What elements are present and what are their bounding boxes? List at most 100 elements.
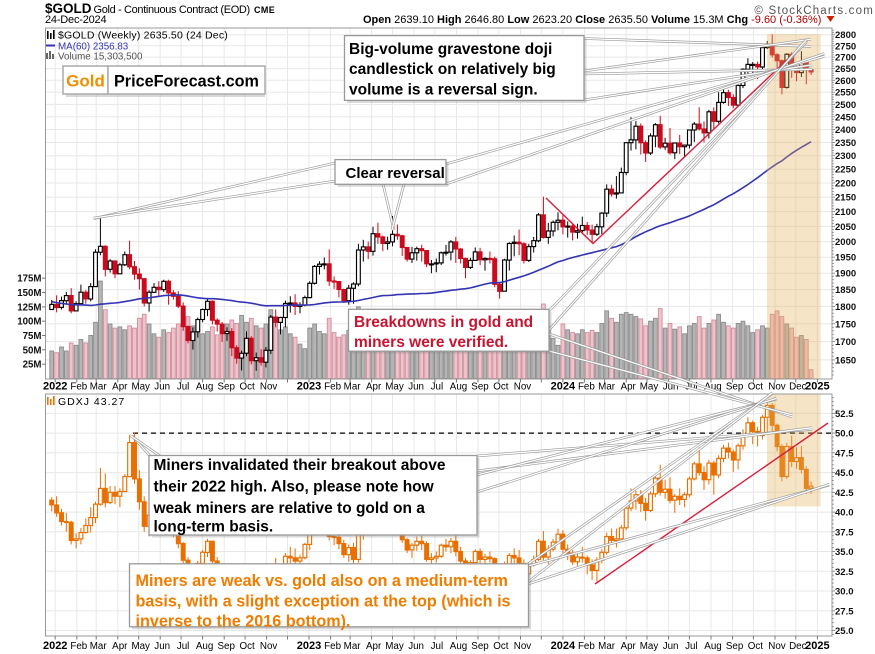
svg-text:Apr: Apr xyxy=(366,641,382,652)
svg-text:50.0: 50.0 xyxy=(835,429,854,440)
svg-text:25.0: 25.0 xyxy=(835,626,854,637)
svg-text:May: May xyxy=(640,641,659,652)
svg-text:35.0: 35.0 xyxy=(835,547,854,558)
svg-text:Jun: Jun xyxy=(154,641,170,652)
svg-text:52.5: 52.5 xyxy=(835,409,854,420)
svg-text:1900: 1900 xyxy=(835,269,856,280)
svg-text:Open 2639.10 High 2646.80 Low: Open 2639.10 High 2646.80 Low 2623.20 Cl… xyxy=(363,14,821,26)
svg-text:2300: 2300 xyxy=(835,151,856,162)
svg-text:Mar: Mar xyxy=(344,382,362,393)
svg-text:42.5: 42.5 xyxy=(835,488,854,499)
svg-text:May: May xyxy=(131,641,150,652)
svg-text:Aug: Aug xyxy=(196,641,213,652)
svg-text:1700: 1700 xyxy=(835,337,856,348)
svg-text:Nov: Nov xyxy=(514,382,532,393)
svg-text:Apr: Apr xyxy=(112,382,128,393)
svg-text:2350: 2350 xyxy=(835,138,856,149)
svg-text:Dec: Dec xyxy=(789,641,807,652)
svg-text:Aug: Aug xyxy=(704,641,721,652)
svg-text:2700: 2700 xyxy=(835,53,856,64)
svg-text:Aug: Aug xyxy=(704,382,721,393)
svg-text:Oct: Oct xyxy=(493,641,509,652)
svg-text:weak miners are relative to go: weak miners are relative to gold on a xyxy=(153,500,426,517)
svg-text:47.5: 47.5 xyxy=(835,448,854,459)
svg-text:Jul: Jul xyxy=(177,382,190,393)
svg-text:Jul: Jul xyxy=(431,641,444,652)
svg-text:Feb: Feb xyxy=(578,641,595,652)
svg-text:32.5: 32.5 xyxy=(835,567,854,578)
svg-text:2023: 2023 xyxy=(297,640,321,652)
svg-text:1850: 1850 xyxy=(835,285,856,296)
svg-text:1950: 1950 xyxy=(835,253,856,264)
svg-text:1800: 1800 xyxy=(835,302,856,313)
svg-text:Nov: Nov xyxy=(768,382,786,393)
svg-text:27.5: 27.5 xyxy=(835,606,854,617)
svg-text:volume is a reversal sign.: volume is a reversal sign. xyxy=(349,81,538,98)
svg-text:Jun: Jun xyxy=(663,641,679,652)
svg-text:Feb: Feb xyxy=(578,382,595,393)
svg-text:Jun: Jun xyxy=(663,382,679,393)
svg-text:2024: 2024 xyxy=(551,640,576,652)
svg-text:GDXJ 43.27: GDXJ 43.27 xyxy=(58,396,125,408)
svg-text:2000: 2000 xyxy=(835,237,856,248)
svg-text:Dec: Dec xyxy=(789,382,807,393)
svg-text:2650: 2650 xyxy=(835,64,856,75)
svg-text:2400: 2400 xyxy=(835,125,856,136)
svg-text:Jul: Jul xyxy=(685,382,698,393)
svg-text:Jul: Jul xyxy=(685,641,698,652)
svg-text:175M: 175M xyxy=(17,274,41,285)
svg-text:150M: 150M xyxy=(17,288,41,299)
svg-text:Volume 15,303,500: Volume 15,303,500 xyxy=(58,52,143,63)
svg-text:Gold - Continuous Contract (EO: Gold - Continuous Contract (EOD) xyxy=(94,4,250,16)
svg-text:Sep: Sep xyxy=(217,641,235,652)
svg-text:their 2022 high. Also, please: their 2022 high. Also, please note how xyxy=(154,479,435,496)
svg-text:37.5: 37.5 xyxy=(835,527,854,538)
svg-text:Nov: Nov xyxy=(768,641,786,652)
svg-text:Aug: Aug xyxy=(450,641,467,652)
svg-text:Nov: Nov xyxy=(260,382,278,393)
svg-text:Oct: Oct xyxy=(239,382,255,393)
svg-text:$GOLD: $GOLD xyxy=(45,1,92,16)
svg-text:Oct: Oct xyxy=(748,382,764,393)
svg-text:2025: 2025 xyxy=(805,640,829,652)
svg-text:Gold: Gold xyxy=(66,72,105,91)
svg-text:2023: 2023 xyxy=(297,381,321,393)
svg-text:Sep: Sep xyxy=(726,641,744,652)
svg-text:Feb: Feb xyxy=(324,641,341,652)
svg-text:2100: 2100 xyxy=(835,207,856,218)
svg-text:Nov: Nov xyxy=(514,641,532,652)
svg-text:May: May xyxy=(385,382,404,393)
svg-text:Mar: Mar xyxy=(90,641,108,652)
svg-text:PriceForecast.com: PriceForecast.com xyxy=(114,73,259,91)
svg-text:Miners invalidated their break: Miners invalidated their breakout above xyxy=(154,457,446,474)
svg-text:Oct: Oct xyxy=(493,382,509,393)
svg-text:Mar: Mar xyxy=(344,641,362,652)
svg-text:Sep: Sep xyxy=(471,382,489,393)
svg-text:100M: 100M xyxy=(17,317,41,328)
svg-text:24-Dec-2024: 24-Dec-2024 xyxy=(45,14,106,26)
svg-text:© StockCharts.com: © StockCharts.com xyxy=(754,5,874,17)
svg-text:25M: 25M xyxy=(23,360,42,371)
svg-text:Apr: Apr xyxy=(621,641,637,652)
svg-text:45.0: 45.0 xyxy=(835,468,854,479)
svg-text:2200: 2200 xyxy=(835,179,856,190)
svg-text:May: May xyxy=(640,382,659,393)
svg-text:Feb: Feb xyxy=(70,382,87,393)
svg-text:May: May xyxy=(131,382,150,393)
svg-text:Feb: Feb xyxy=(70,641,87,652)
svg-text:50M: 50M xyxy=(23,345,42,356)
svg-text:Mar: Mar xyxy=(90,382,108,393)
svg-text:basis, with a slight exception: basis, with a slight exception at the to… xyxy=(136,593,511,611)
svg-text:Sep: Sep xyxy=(471,641,489,652)
svg-text:inverse to the 2016 bottom).: inverse to the 2016 bottom). xyxy=(136,613,351,631)
svg-text:2025: 2025 xyxy=(805,381,829,393)
svg-text:Jun: Jun xyxy=(408,641,424,652)
svg-text:2450: 2450 xyxy=(835,112,856,123)
svg-text:1750: 1750 xyxy=(835,319,856,330)
svg-text:Apr: Apr xyxy=(366,382,382,393)
svg-text:125M: 125M xyxy=(17,302,41,313)
svg-text:Mar: Mar xyxy=(598,382,616,393)
svg-text:Aug: Aug xyxy=(450,382,467,393)
svg-text:Aug: Aug xyxy=(196,382,213,393)
svg-text:40.0: 40.0 xyxy=(835,508,854,519)
